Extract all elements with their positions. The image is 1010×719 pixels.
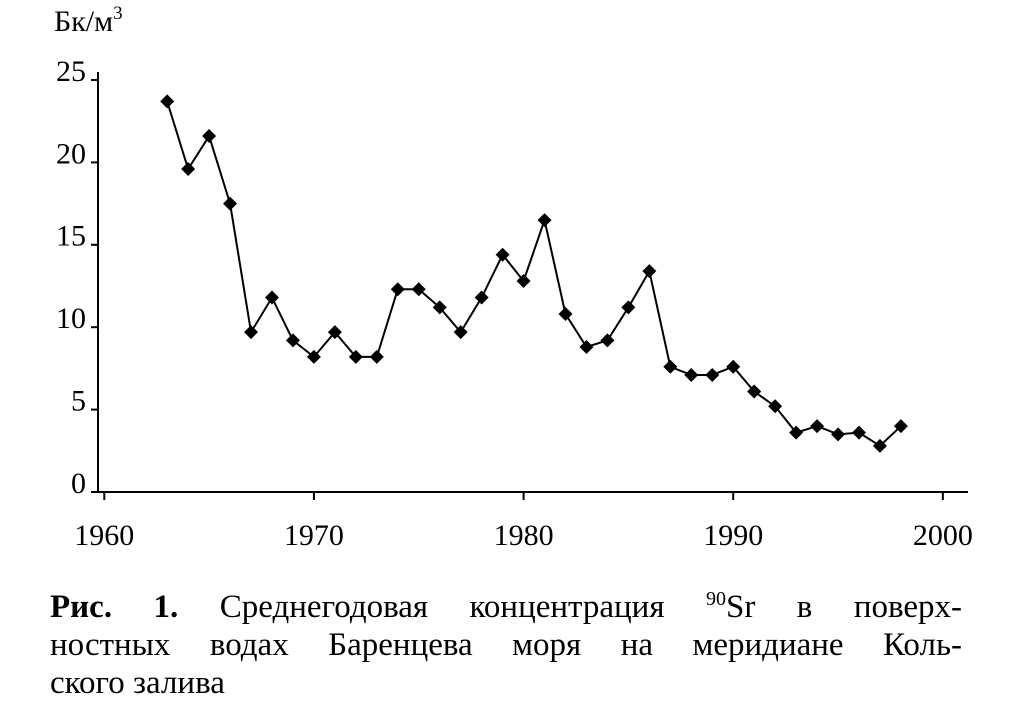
caption-line: ностных водах Баренцева моря на меридиан… <box>50 627 962 663</box>
data-point <box>872 438 887 453</box>
data-point <box>600 333 615 348</box>
data-point <box>306 349 321 364</box>
data-point <box>495 247 510 262</box>
data-point <box>621 300 636 315</box>
y-tick-label: 20 <box>56 137 86 170</box>
data-point <box>684 367 699 382</box>
caption: Рис. 1. Среднегодовая концентрация 90Sr … <box>50 588 962 702</box>
data-point <box>663 359 678 374</box>
data-line <box>166 101 902 448</box>
data-point <box>810 419 825 434</box>
data-point <box>285 333 300 348</box>
x-tick-label: 1970 <box>284 519 344 552</box>
x-tick-label: 1960 <box>74 519 134 552</box>
y-axis-unit: Бк/м <box>54 5 113 38</box>
data-point <box>747 384 762 399</box>
data-point <box>348 349 363 364</box>
data-point <box>831 427 846 442</box>
chart: Бк/м3 0 5 10 15 20 25 1960 1970 1980 1990 2000 <box>54 3 973 552</box>
data-point <box>202 129 217 144</box>
y-tick-label: 15 <box>56 220 86 253</box>
data-point <box>411 282 426 297</box>
y-axis-unit-power: 3 <box>113 3 123 24</box>
data-point <box>390 282 405 297</box>
y-tick-label: 10 <box>56 302 86 335</box>
data-point <box>432 300 447 315</box>
caption-line: ского залива <box>50 665 225 701</box>
data-point <box>181 161 196 176</box>
y-tick-label: 0 <box>71 467 86 500</box>
data-point <box>453 325 468 340</box>
data-point <box>893 419 908 434</box>
data-point <box>789 425 804 440</box>
data-point <box>579 339 594 354</box>
y-tick-label: 5 <box>71 384 86 417</box>
caption-line: Рис. 1. Среднегодовая концентрация 90Sr … <box>50 588 962 626</box>
data-point <box>474 290 489 305</box>
data-point <box>537 213 552 228</box>
x-tick-label: 2000 <box>913 519 973 552</box>
y-axis-label: Бк/м3 <box>54 3 123 38</box>
data-point <box>369 349 384 364</box>
caption-text: Sr в поверх- <box>725 589 963 625</box>
data-point <box>851 425 866 440</box>
data-point <box>265 290 279 305</box>
data-point <box>642 264 657 279</box>
data-point <box>705 367 720 382</box>
data-point <box>516 274 531 289</box>
data-point <box>768 399 783 414</box>
data-point <box>327 325 342 340</box>
caption-text: Среднегодовая концентрация <box>219 589 665 625</box>
x-tick-label: 1980 <box>494 519 554 552</box>
data-point <box>558 307 573 322</box>
y-tick-label: 25 <box>56 55 86 88</box>
data-point <box>726 359 741 374</box>
x-tick-label: 1990 <box>703 519 763 552</box>
data-point <box>223 196 238 211</box>
data-point <box>244 325 259 340</box>
caption-label: Рис. 1. <box>50 589 179 625</box>
caption-isotope: 90 <box>705 588 726 610</box>
data-point <box>160 94 175 109</box>
